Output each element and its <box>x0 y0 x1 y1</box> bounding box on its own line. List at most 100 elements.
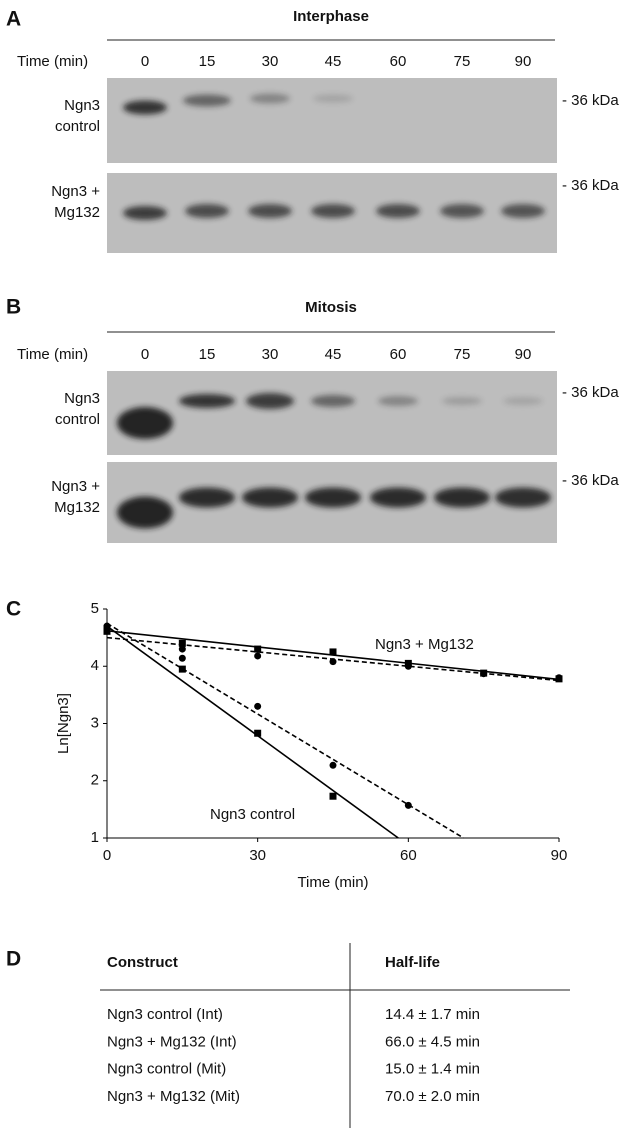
band <box>185 204 229 218</box>
point <box>329 648 337 656</box>
panel-label: B <box>6 296 21 319</box>
y-tick-label: 1 <box>91 829 99 846</box>
table-cell: Ngn3 + Mg132 (Int) <box>107 1033 237 1050</box>
band <box>370 487 426 508</box>
band <box>313 94 353 103</box>
band <box>378 396 418 406</box>
table-cell: 14.4 ± 1.7 min <box>385 1006 480 1023</box>
table-cell: 70.0 ± 2.0 min <box>385 1088 480 1105</box>
panel-title: Interphase <box>293 8 369 25</box>
band <box>442 397 482 405</box>
size-marker: - 36 kDa <box>562 472 619 489</box>
panel-label: A <box>6 8 21 31</box>
row-label: Ngn3 <box>64 97 100 114</box>
point <box>178 645 186 653</box>
table-cell: Ngn3 + Mg132 (Mit) <box>107 1088 240 1105</box>
band <box>440 204 484 218</box>
point <box>103 622 111 630</box>
y-tick-label: 4 <box>91 657 99 674</box>
time-label: Time (min) <box>17 53 88 70</box>
point <box>178 654 186 662</box>
point <box>404 801 412 809</box>
time-point: 15 <box>199 346 216 363</box>
time-label: Time (min) <box>17 346 88 363</box>
annotation: Ngn3 + Mg132 <box>375 636 474 653</box>
band <box>117 407 173 439</box>
band <box>495 487 551 508</box>
band <box>311 395 355 407</box>
time-point: 60 <box>390 53 407 70</box>
point <box>480 670 488 678</box>
band <box>501 204 545 218</box>
time-point: 90 <box>515 53 532 70</box>
y-axis-label: Ln[Ngn3] <box>55 693 72 754</box>
x-axis-label: Time (min) <box>297 874 368 891</box>
band <box>250 93 290 104</box>
point <box>329 761 337 769</box>
time-point: 45 <box>325 346 342 363</box>
band <box>183 94 231 107</box>
table-cell: Ngn3 control (Mit) <box>107 1061 226 1078</box>
table-cell: 66.0 ± 4.5 min <box>385 1033 480 1050</box>
size-marker: - 36 kDa <box>562 92 619 109</box>
time-point: 15 <box>199 53 216 70</box>
blot <box>107 371 557 455</box>
point <box>329 792 337 800</box>
table-cell: 15.0 ± 1.4 min <box>385 1061 480 1078</box>
time-point: 90 <box>515 346 532 363</box>
size-marker: - 36 kDa <box>562 177 619 194</box>
row-label: Ngn3 + <box>51 478 100 495</box>
x-tick-label: 60 <box>400 847 417 864</box>
y-tick-label: 5 <box>91 600 99 617</box>
panel-title: Mitosis <box>305 299 357 316</box>
band <box>503 397 543 405</box>
band <box>311 204 355 218</box>
x-tick-label: 90 <box>551 847 568 864</box>
x-tick-label: 30 <box>249 847 266 864</box>
time-point: 30 <box>262 53 279 70</box>
time-point: 0 <box>141 53 149 70</box>
fit-line <box>106 622 464 839</box>
panel-label: D <box>6 948 21 971</box>
x-tick-label: 0 <box>103 847 111 864</box>
point <box>329 658 337 666</box>
band <box>179 394 235 408</box>
point <box>555 674 563 682</box>
band <box>376 204 420 218</box>
y-tick-label: 2 <box>91 772 99 789</box>
time-point: 0 <box>141 346 149 363</box>
row-label: Mg132 <box>54 499 100 516</box>
band <box>246 393 294 409</box>
panel-label: C <box>6 598 21 621</box>
point <box>254 729 262 737</box>
band <box>123 100 167 115</box>
fit-line <box>106 625 399 839</box>
point <box>254 702 262 710</box>
row-label: Ngn3 <box>64 390 100 407</box>
band <box>179 487 235 508</box>
point <box>404 662 412 670</box>
time-point: 75 <box>454 346 471 363</box>
band <box>248 204 292 218</box>
band <box>305 487 361 508</box>
point <box>178 639 186 647</box>
band <box>242 487 298 508</box>
band <box>117 496 173 529</box>
time-point: 30 <box>262 346 279 363</box>
size-marker: - 36 kDa <box>562 384 619 401</box>
time-point: 45 <box>325 53 342 70</box>
row-label: control <box>55 411 100 428</box>
y-tick-label: 3 <box>91 714 99 731</box>
band <box>434 487 490 508</box>
row-label: Ngn3 + <box>51 183 100 200</box>
point <box>254 645 262 653</box>
table-header: Construct <box>107 954 178 971</box>
row-label: control <box>55 118 100 135</box>
time-point: 75 <box>454 53 471 70</box>
time-point: 60 <box>390 346 407 363</box>
annotation: Ngn3 control <box>210 806 295 823</box>
point <box>254 652 262 660</box>
table-cell: Ngn3 control (Int) <box>107 1006 223 1023</box>
row-label: Mg132 <box>54 204 100 221</box>
